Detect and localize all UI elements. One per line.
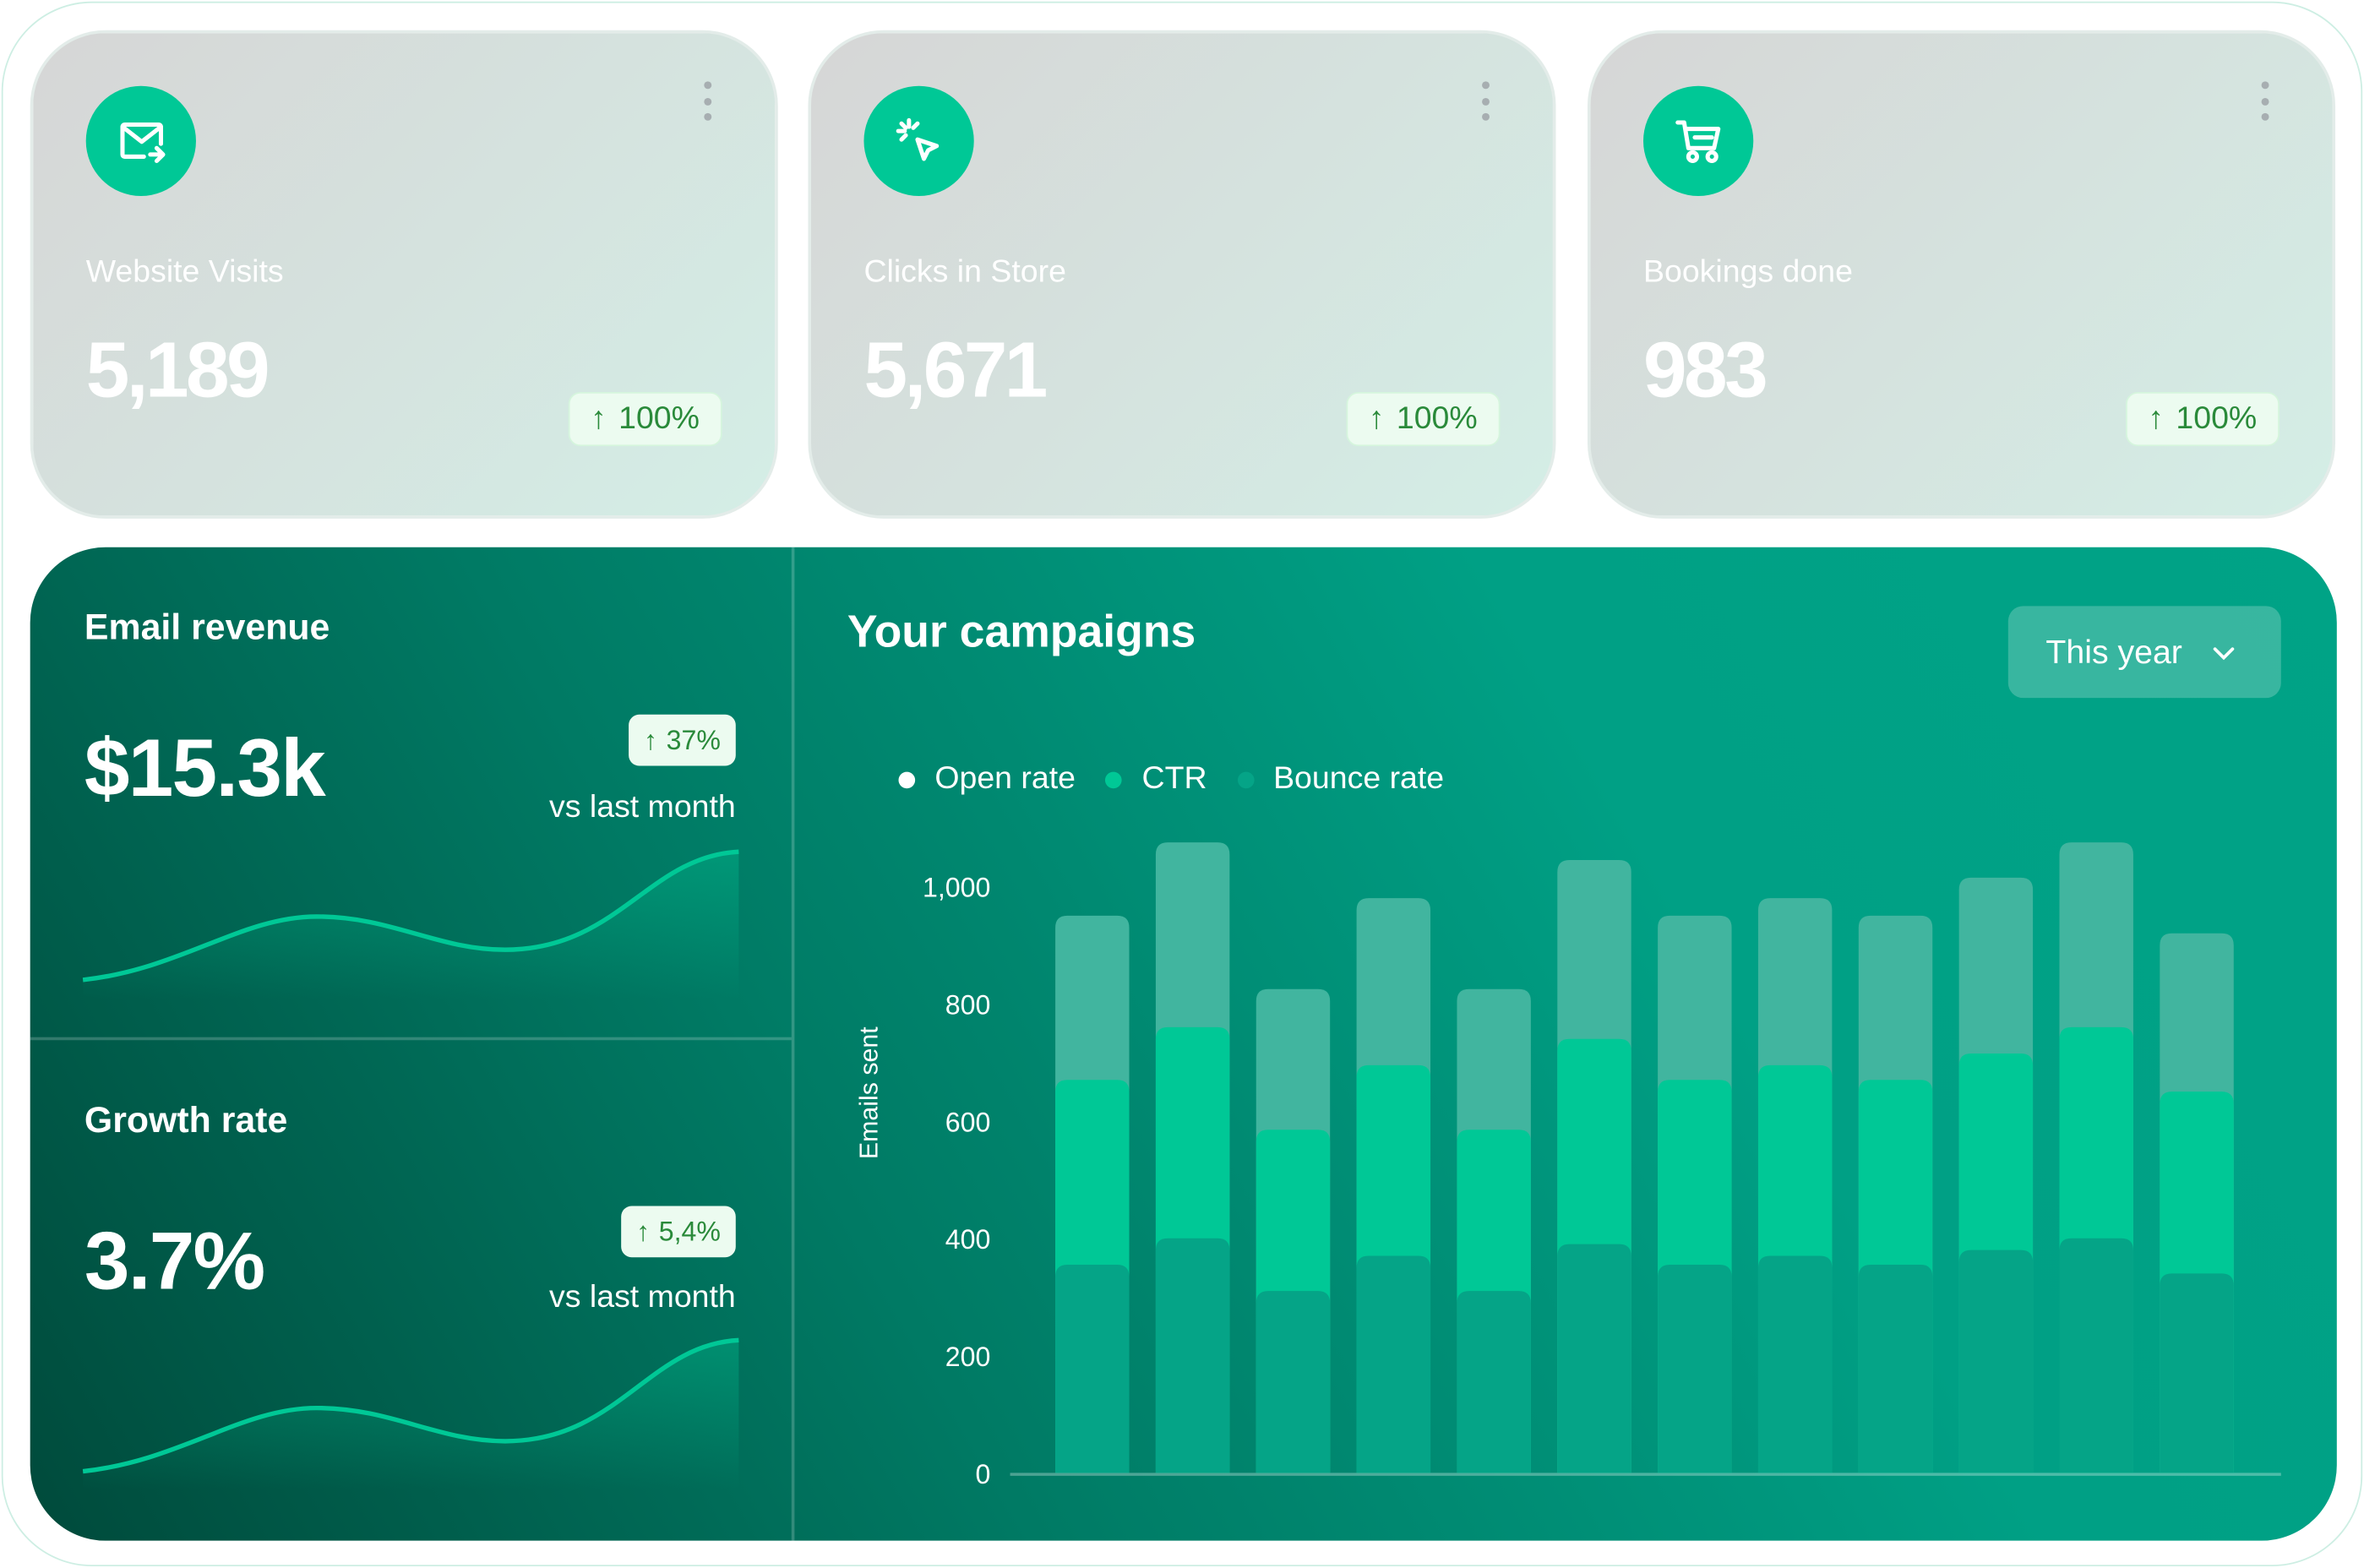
arrow-up-icon: ↑ (591, 400, 607, 436)
card-value: 5,671 (863, 327, 1048, 415)
y-tick-label: 200 (945, 1342, 991, 1372)
stat-card-clicks-in-store[interactable]: Clicks in Store 5,671 ↑ 100% (808, 30, 1556, 519)
section-title: Growth rate (84, 1100, 288, 1141)
bar-bounce-rate[interactable] (1658, 1264, 1732, 1473)
more-options-icon[interactable] (2257, 81, 2272, 121)
bar-bounce-rate[interactable] (2160, 1273, 2234, 1473)
arrow-up-icon: ↑ (635, 1216, 651, 1246)
more-options-icon[interactable] (700, 81, 715, 121)
analytics-panel: Email revenue $15.3k ↑ 37% vs last month … (30, 547, 2337, 1541)
legend-dot-bounce-rate (1237, 770, 1254, 788)
y-axis-label: Emails sent (856, 1026, 884, 1159)
y-tick-label: 1,000 (923, 873, 990, 903)
legend-dot-open-rate (898, 770, 916, 788)
change-badge: ↑ 37% (629, 714, 736, 766)
growth-rate-section: Growth rate 3.7% ↑ 5,4% vs last month (30, 1037, 792, 1541)
change-value: 37% (666, 724, 721, 755)
bar-bounce-rate[interactable] (1356, 1255, 1431, 1473)
more-options-icon[interactable] (1478, 81, 1493, 121)
shopping-cart-icon (1642, 85, 1754, 196)
legend-dot-ctr (1105, 770, 1123, 788)
revenue-sparkline (82, 849, 739, 1000)
bar-bounce-rate[interactable] (1055, 1264, 1130, 1473)
bar-bounce-rate[interactable] (1155, 1238, 1230, 1473)
change-badge: ↑ 100% (1346, 391, 1501, 447)
card-label: Bookings done (1642, 254, 1853, 290)
bar-bounce-rate[interactable] (1457, 1291, 1531, 1473)
bar-bounce-rate[interactable] (2059, 1238, 2133, 1473)
bar-bounce-rate[interactable] (1757, 1255, 1833, 1473)
email-revenue-section: Email revenue $15.3k ↑ 37% vs last month (30, 547, 792, 1037)
y-tick-label: 800 (945, 990, 991, 1021)
comparison-label: vs last month (549, 1279, 736, 1315)
card-label: Website Visits (85, 254, 284, 290)
arrow-up-icon: ↑ (1368, 400, 1385, 436)
y-tick-label: 0 (975, 1459, 990, 1489)
change-value: 100% (2176, 400, 2258, 436)
growth-value: 3.7% (84, 1217, 265, 1308)
section-divider (30, 1037, 792, 1040)
campaigns-title: Your campaigns (847, 607, 1196, 657)
period-value: This year (2045, 632, 2182, 671)
change-value: 100% (618, 400, 700, 436)
bar-bounce-rate[interactable] (1256, 1291, 1331, 1473)
growth-sparkline (82, 1337, 739, 1489)
change-badge: ↑ 100% (2125, 391, 2280, 447)
y-tick-label: 600 (945, 1107, 991, 1137)
click-pointer-icon (863, 85, 974, 196)
column-divider (791, 547, 794, 1541)
change-value: 100% (1396, 400, 1478, 436)
legend-ctr: CTR (1141, 761, 1207, 797)
y-tick-label: 400 (945, 1224, 991, 1255)
card-value: 5,189 (85, 327, 270, 415)
chevron-down-icon (2214, 646, 2236, 660)
bar-bounce-rate[interactable] (1958, 1250, 2034, 1473)
change-value: 5,4% (658, 1216, 721, 1246)
revenue-value: $15.3k (84, 723, 326, 814)
campaigns-bar-chart: Emails sent 0 200 400 600 800 1,000 (856, 842, 2281, 1489)
change-badge: ↑ 5,4% (621, 1206, 736, 1258)
bar-bounce-rate[interactable] (1557, 1244, 1631, 1473)
legend-open-rate: Open rate (934, 761, 1076, 797)
card-label: Clicks in Store (863, 254, 1066, 290)
stat-card-website-visits[interactable]: Website Visits 5,189 ↑ 100% (30, 30, 778, 519)
bar-bounce-rate[interactable] (1858, 1264, 1933, 1473)
comparison-label: vs last month (549, 790, 736, 825)
stat-card-bookings-done[interactable]: Bookings done 983 ↑ 100% (1587, 30, 2336, 519)
mail-forward-icon (85, 85, 196, 196)
card-value: 983 (1642, 327, 1768, 415)
period-dropdown[interactable]: This year (2007, 606, 2281, 699)
arrow-up-icon: ↑ (2148, 400, 2165, 436)
change-badge: ↑ 100% (568, 391, 722, 447)
arrow-up-icon: ↑ (643, 724, 657, 755)
section-title: Email revenue (84, 607, 330, 649)
legend-bounce-rate: Bounce rate (1273, 761, 1445, 797)
chart-legend: Open rate CTR Bounce rate (898, 761, 1474, 798)
